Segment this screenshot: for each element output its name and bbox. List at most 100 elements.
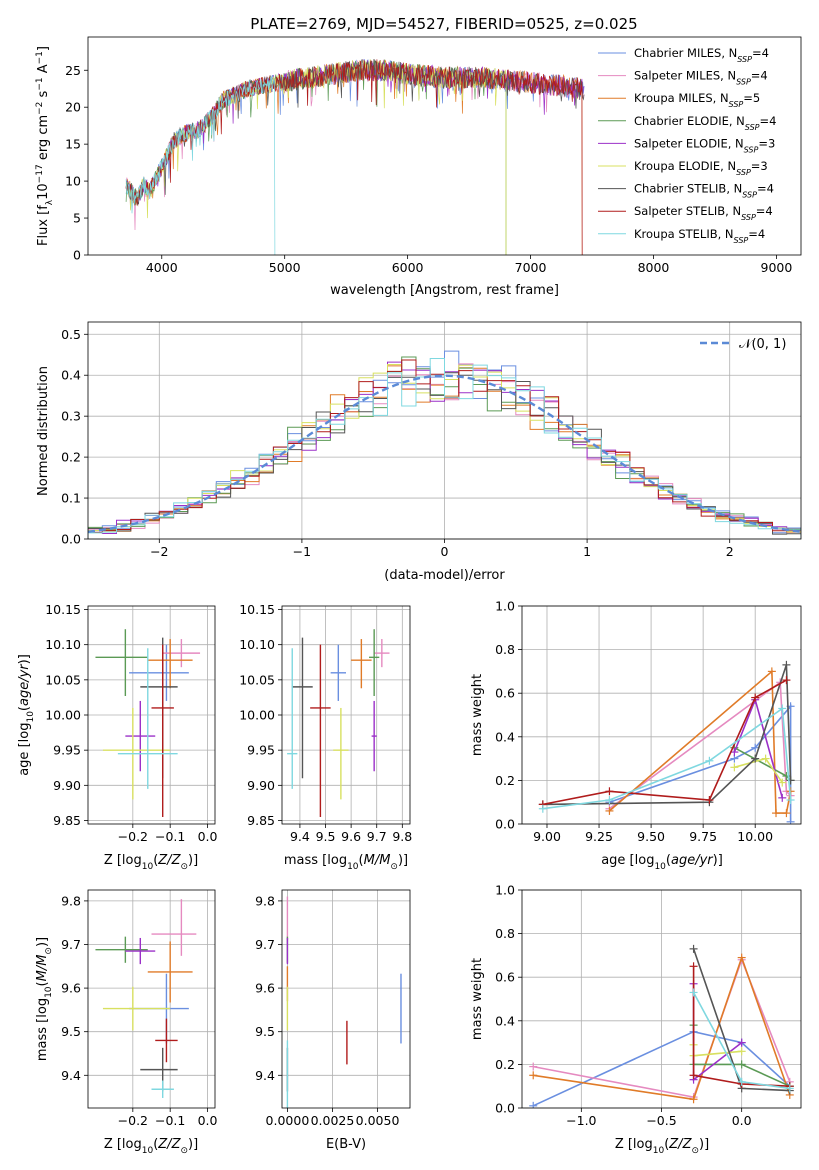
y-axis-label: mass weight — [470, 958, 485, 1040]
legend-sub: SSP — [741, 213, 756, 222]
y-tick-label: 9.5 — [61, 1024, 81, 1039]
x-tick-label: −0.5 — [646, 1113, 676, 1128]
label-part: ( — [153, 853, 158, 868]
label-part: ⊙ — [44, 947, 54, 955]
y-tick-label: 9.95 — [247, 743, 275, 758]
y-tick-label: 0.8 — [495, 926, 515, 941]
x-tick-label: −2 — [150, 544, 168, 559]
label-part: age [log — [601, 853, 654, 868]
weight-line — [542, 679, 787, 806]
label-part: −17 — [35, 164, 45, 183]
mass-weight-vs-age-plot: 9.00 9.25 9.50 9.75 10.00 0.0 0.2 0.4 0.6 0.8 1.0 a… — [470, 599, 802, 872]
label-part: 10 — [44, 986, 54, 998]
label-part: s — [36, 90, 51, 101]
x-tick-label: 9.25 — [585, 829, 613, 844]
legend-sub: SSP — [736, 77, 751, 86]
x-axis-label: Z [log10(Z/Z⊙)] — [104, 1137, 198, 1156]
label-part: 10 — [653, 1146, 665, 1156]
x-tick-label: 10.00 — [737, 829, 773, 844]
x-tick-label: 2 — [726, 544, 734, 559]
y-tick-label: 10.15 — [239, 602, 275, 617]
legend-text: Kroupa MILES, N — [634, 91, 729, 105]
axes-frame — [281, 605, 411, 825]
y-tick-label: 10 — [65, 174, 81, 189]
label-part: 10 — [36, 183, 51, 200]
y-tick-label: 0.6 — [495, 686, 515, 701]
label-part: ⊙ — [390, 862, 398, 872]
spectrum-line — [125, 76, 276, 255]
legend-entry: Chabrier MILES, NSSP=4 — [634, 46, 769, 64]
axes-frame — [87, 321, 802, 540]
label-part: M/M — [364, 853, 391, 868]
figure-title: PLATE=2769, MJD=54527, FIBERID=0525, z=0… — [250, 15, 637, 33]
legend-entry: Chabrier STELIB, NSSP=4 — [634, 182, 774, 200]
label-part: ⊙ — [180, 1146, 188, 1156]
label-part: )] — [35, 937, 50, 947]
grid — [282, 890, 410, 1108]
label-part: 10 — [142, 1146, 154, 1156]
plot-area — [125, 59, 585, 255]
x-tick-label: 1 — [583, 544, 591, 559]
label-part: ( — [153, 1137, 158, 1152]
x-tick-label: −0.1 — [155, 829, 185, 844]
plot-area — [88, 350, 801, 539]
x-tick-label: 6000 — [392, 260, 424, 275]
axes-frame — [87, 36, 802, 256]
x-tick-label: 9.7 — [367, 829, 387, 844]
legend-entry: Chabrier ELODIE, NSSP=4 — [634, 114, 776, 132]
legend-entry: Kroupa ELODIE, NSSP=3 — [634, 159, 768, 177]
legend-text: =4 — [757, 182, 774, 196]
legend-text: =4 — [760, 114, 777, 128]
x-tick-label: −0.2 — [118, 829, 148, 844]
age-vs-mass-plot: 9.4 9.5 9.6 9.7 9.8 9.85 9.90 9.95 10.00 10.05 10.… — [239, 602, 412, 872]
label-part: 10 — [26, 711, 36, 723]
legend-entry: Salpeter STELIB, NSSP=4 — [634, 204, 773, 222]
y-tick-label: 0.2 — [61, 450, 81, 465]
axes-frame — [87, 605, 216, 825]
legend-text: =4 — [752, 46, 769, 60]
x-tick-label: 0.0 — [732, 1113, 752, 1128]
legend-entry: Salpeter ELODIE, NSSP=3 — [634, 136, 775, 154]
x-axis-label: Z [log10(Z/Z⊙)] — [104, 853, 198, 872]
legend-sub: SSP — [736, 168, 751, 177]
legend-sub: SSP — [744, 145, 759, 154]
label-part: 10 — [347, 862, 359, 872]
y-axis-label: mass [log10(M/M⊙)] — [35, 937, 54, 1061]
legend-text: Chabrier STELIB, N — [634, 182, 742, 196]
x-tick-label: −1 — [293, 544, 311, 559]
x-tick-label: 0.0000 — [266, 1113, 310, 1128]
y-tick-label: 20 — [65, 100, 81, 115]
y-tick-label: 10.10 — [45, 637, 81, 652]
y-tick-label: 9.95 — [53, 743, 81, 758]
y-tick-label: 0.6 — [495, 970, 515, 985]
y-tick-label: 10.05 — [239, 672, 275, 687]
x-tick-label: 9000 — [761, 260, 793, 275]
label-part: )] — [17, 654, 32, 664]
label-part: Z [log — [104, 853, 142, 868]
x-tick-label: 9.5 — [316, 829, 336, 844]
grid — [88, 890, 215, 1108]
y-tick-label: 0.0 — [495, 817, 515, 832]
x-tick-label: 8000 — [638, 260, 670, 275]
legend-text: Salpeter STELIB, N — [634, 204, 741, 218]
label-part: age [log — [17, 723, 32, 776]
histogram-step — [88, 358, 801, 539]
x-tick-label: 0.0 — [198, 829, 218, 844]
x-tick-label: 9.4 — [290, 829, 310, 844]
x-tick-label: 9.50 — [637, 829, 665, 844]
legend-entry: Kroupa STELIB, NSSP=4 — [634, 227, 765, 245]
label-part: ( — [664, 1137, 669, 1152]
x-tick-label: 9.75 — [689, 829, 717, 844]
x-tick-label: 5000 — [269, 260, 301, 275]
legend-sub: SSP — [742, 190, 757, 199]
label-part: )] — [398, 853, 408, 868]
y-tick-label: 9.90 — [247, 778, 275, 793]
plot-area — [287, 629, 390, 817]
y-tick-label: 9.8 — [255, 893, 275, 908]
legend-text: Chabrier MILES, N — [634, 46, 737, 60]
label-part: )] — [188, 1137, 198, 1152]
label-part: Z/Z — [157, 853, 181, 868]
y-tick-label: 0.0 — [495, 1101, 515, 1116]
x-tick-label: 0 — [441, 544, 449, 559]
